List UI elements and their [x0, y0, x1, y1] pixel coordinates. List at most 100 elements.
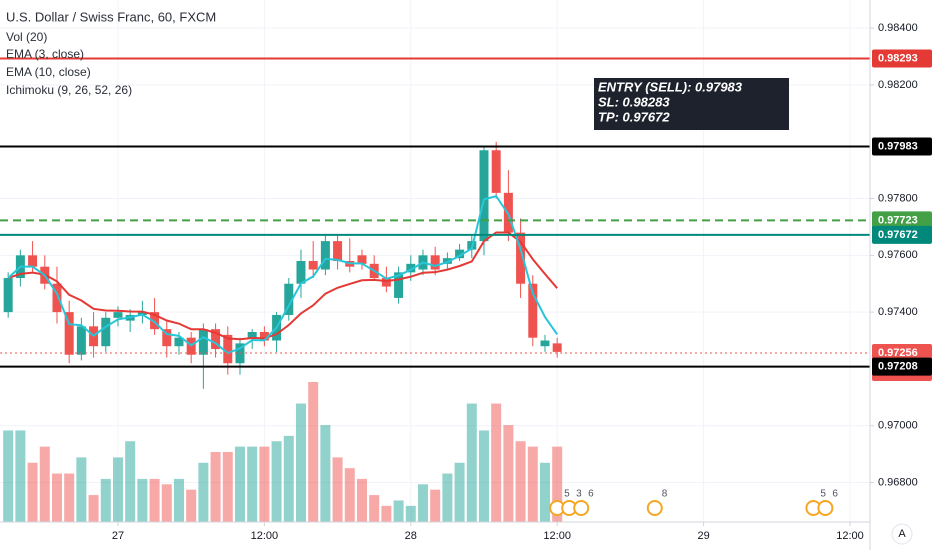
volume-bar [430, 489, 441, 522]
x-tick-label: 12:00 [251, 530, 279, 542]
candle-body [76, 326, 86, 355]
candle-body [528, 283, 538, 338]
candle-body [381, 278, 391, 287]
annotation: ENTRY (SELL): 0.97983 [598, 79, 743, 94]
price-label-box [872, 344, 932, 363]
event-count: 5 [564, 489, 570, 500]
y-tick-label: 0.96800 [878, 476, 918, 488]
candle-body [174, 337, 184, 347]
candle-body [247, 332, 257, 338]
volume-bar [64, 473, 75, 522]
price-label: 0.97208 [878, 361, 918, 373]
volume-bar [539, 462, 550, 522]
candle-body [455, 249, 465, 259]
candle-body [52, 283, 62, 313]
volume-bar [161, 484, 172, 522]
ema-line [7, 231, 558, 341]
volume-bar [308, 382, 319, 522]
volume-bar [259, 446, 270, 522]
volume-bar [442, 473, 453, 522]
price-label-box [872, 211, 932, 230]
indicator: Ichimoku (9, 26, 52, 26) [6, 83, 132, 97]
scale-button-label[interactable]: A [898, 528, 906, 540]
candle-body [223, 334, 233, 364]
annotation: TP: 0.97672 [598, 109, 670, 124]
candle-body [357, 255, 367, 264]
y-tick-label: 0.97600 [878, 249, 918, 261]
volume-bar [491, 403, 502, 522]
volume-bar [405, 505, 416, 522]
price-label: 0.97672 [878, 229, 918, 241]
x-tick-label: 12:00 [836, 530, 864, 542]
volume-bar [88, 495, 99, 522]
candle-body [162, 329, 172, 347]
price-label: 0.97256 [878, 347, 918, 359]
x-tick-label: 29 [697, 530, 709, 542]
volume-bar [417, 484, 428, 522]
candle-body [28, 255, 38, 267]
volume-bar [320, 425, 331, 522]
candle-body [479, 150, 489, 242]
candle-body [211, 329, 221, 350]
volume-bar [295, 403, 306, 522]
volume-bar [137, 478, 148, 522]
volume-bar [478, 430, 489, 522]
volume-bar [466, 403, 477, 522]
y-tick-label: 0.97000 [878, 420, 918, 432]
levels [0, 57, 870, 368]
candle-body [259, 332, 269, 341]
candle-body [137, 312, 147, 315]
candle-body [308, 261, 318, 270]
price-label-box [872, 357, 932, 376]
volume-bar [186, 489, 197, 522]
candle-body [516, 232, 526, 284]
candle-body [552, 343, 562, 352]
volume-bar [247, 446, 258, 522]
candle-body [491, 150, 501, 193]
candle-body [394, 272, 404, 298]
volume-bar [3, 430, 14, 522]
y-tick-label: 0.97400 [878, 306, 918, 318]
volume-bar [210, 452, 221, 522]
candle-body [406, 263, 416, 273]
volume-bar [112, 457, 123, 522]
x-tick-label: 28 [405, 530, 417, 542]
volume-bar [283, 435, 294, 522]
volume-bar [381, 505, 392, 522]
price-label-box [872, 49, 932, 68]
candle-body [64, 312, 74, 355]
price-label-box [872, 137, 932, 156]
volume-bar [125, 441, 136, 522]
annotation: SL: 0.98283 [598, 94, 670, 109]
scale-button[interactable] [891, 523, 913, 545]
indicator: EMA (3, close) [6, 47, 84, 61]
candle-body [284, 283, 294, 315]
volume-bar [234, 446, 245, 522]
event-count: 3 [576, 489, 582, 500]
price-label: 0.97723 [878, 214, 918, 226]
volume-bar [27, 462, 38, 522]
event-count: 8 [662, 489, 668, 500]
x-tick-label: 12:00 [543, 530, 571, 542]
volume-bar [552, 446, 563, 522]
volume-bar [149, 478, 160, 522]
price-label-box [872, 225, 932, 244]
y-tick-label: 0.98200 [878, 79, 918, 91]
event-count: 6 [588, 489, 594, 500]
volume-bar [503, 425, 514, 522]
volume-bar [100, 478, 111, 522]
indicator: Vol (20) [6, 30, 47, 44]
candle-body [235, 343, 245, 364]
volume-bar [222, 452, 233, 522]
candle-body [3, 278, 13, 313]
volume-bar [271, 441, 282, 522]
candles [3, 141, 562, 389]
event-icon [646, 500, 663, 516]
candle-body [296, 261, 306, 284]
volume-bar [515, 441, 526, 522]
volume-bar [51, 473, 62, 522]
annotation-box [594, 78, 789, 130]
